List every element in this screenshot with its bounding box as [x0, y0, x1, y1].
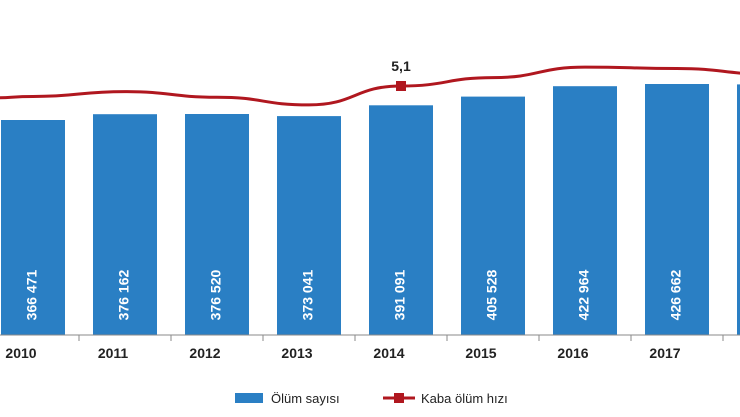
- bar-2018: [737, 84, 740, 336]
- bar-data-label-2010: 366 471: [24, 269, 40, 320]
- legend-swatch-marker: [394, 393, 404, 403]
- bar-data-label-2014: 391 091: [392, 269, 408, 320]
- bar-data-label-2013: 373 041: [300, 269, 316, 320]
- x-tick-label-2010: 2010: [5, 345, 36, 361]
- x-tick-label-2012: 2012: [189, 345, 220, 361]
- line-marker-2014: [396, 81, 406, 91]
- bar-data-label-2011: 376 162: [116, 269, 132, 320]
- bar-data-labels: 366 471 376 162 376 520 373 041 391 091 405 5…: [24, 269, 684, 320]
- line-path: [0, 65, 740, 107]
- bar-series: [1, 84, 740, 336]
- x-axis-tick-labels: 201020112012201320142015201620172018: [5, 345, 680, 361]
- bar-data-label-2012: 376 520: [208, 269, 224, 320]
- line-series: [0, 65, 740, 107]
- annotations: 5,1: [391, 58, 411, 91]
- x-tick-label-2011: 2011: [98, 345, 129, 361]
- legend-label-line: Kaba ölüm hızı: [421, 391, 508, 406]
- x-tick-label-2016: 2016: [557, 345, 588, 361]
- x-tick-label-2017: 2017: [649, 345, 680, 361]
- bar-2010: [1, 120, 65, 335]
- bar-2011: [93, 114, 157, 335]
- bar-2012: [185, 114, 249, 335]
- x-axis-ticks: [78, 335, 724, 341]
- bar-2013: [277, 116, 341, 335]
- bar-2015: [461, 96, 525, 335]
- legend: Ölüm sayısı Kaba ölüm hızı: [235, 391, 508, 406]
- bar-2017: [645, 84, 709, 335]
- bar-data-label-2016: 422 964: [576, 269, 592, 320]
- bar-2014: [369, 105, 433, 335]
- legend-swatch-bar: [235, 393, 263, 403]
- x-tick-label-2015: 2015: [465, 345, 496, 361]
- x-tick-label-2013: 2013: [281, 345, 312, 361]
- bar-data-label-2017: 426 662: [668, 269, 684, 320]
- bar-2016: [553, 86, 617, 335]
- legend-label-bar: Ölüm sayısı: [271, 391, 340, 406]
- x-tick-label-2014: 2014: [373, 345, 404, 361]
- annotation-label-2014: 5,1: [391, 58, 411, 74]
- bar-data-label-2015: 405 528: [484, 269, 500, 320]
